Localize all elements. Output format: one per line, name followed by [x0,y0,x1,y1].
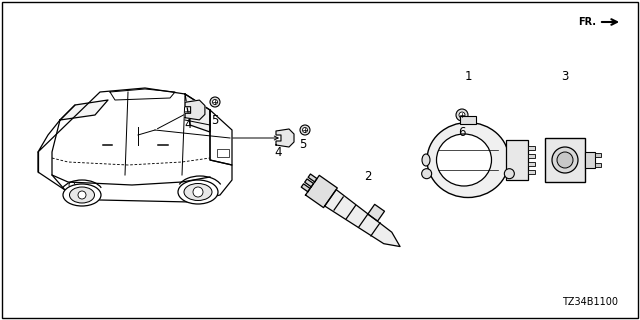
Bar [460,116,476,124]
Circle shape [422,169,431,179]
Circle shape [212,100,218,105]
Circle shape [78,191,86,199]
Circle shape [210,97,220,107]
Polygon shape [60,100,108,120]
Bar [506,140,528,180]
Circle shape [300,125,310,135]
Text: TZ34B1100: TZ34B1100 [562,297,618,307]
Bar [528,170,535,174]
Text: 5: 5 [211,114,219,126]
Bar [217,149,229,157]
Polygon shape [305,175,337,208]
Text: 4: 4 [275,146,282,158]
Bar [528,154,535,158]
Circle shape [69,182,75,188]
Polygon shape [305,179,314,187]
Polygon shape [368,204,385,221]
Polygon shape [185,94,210,132]
Text: 2: 2 [364,171,372,183]
Polygon shape [308,174,317,182]
Bar [595,163,601,167]
Text: 6: 6 [458,125,466,139]
Polygon shape [185,100,205,120]
Ellipse shape [178,180,218,204]
Ellipse shape [70,187,95,203]
Circle shape [456,109,468,121]
Ellipse shape [63,184,101,206]
Text: FR.: FR. [578,17,596,27]
Ellipse shape [184,183,212,201]
Text: 3: 3 [561,70,569,84]
Ellipse shape [422,154,430,166]
Polygon shape [276,129,294,147]
Ellipse shape [557,152,573,168]
Bar [585,152,595,168]
Polygon shape [301,184,310,192]
Bar [545,138,585,182]
Bar [528,146,535,150]
Circle shape [303,127,307,132]
Bar [595,153,601,157]
Ellipse shape [552,147,578,173]
Text: 4: 4 [184,118,192,132]
Text: 1: 1 [464,70,472,84]
Circle shape [504,169,515,179]
Polygon shape [324,190,400,246]
Circle shape [193,187,203,197]
Ellipse shape [436,134,492,186]
Circle shape [459,112,465,118]
Bar [528,162,535,166]
Text: 5: 5 [300,139,307,151]
Ellipse shape [427,123,509,197]
